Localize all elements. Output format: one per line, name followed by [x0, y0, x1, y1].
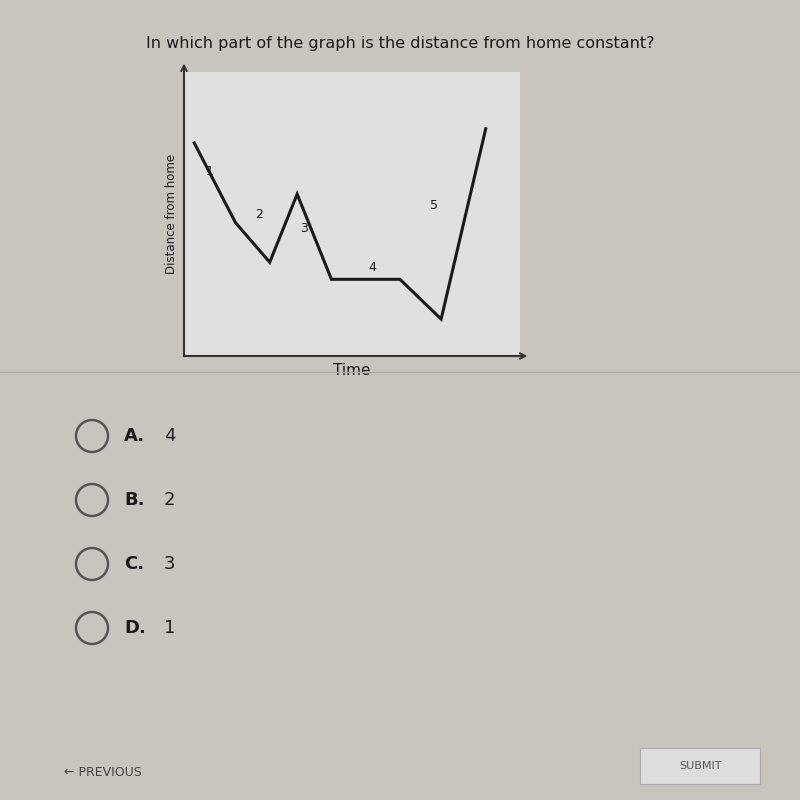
- Text: 3: 3: [300, 222, 308, 234]
- Text: 5: 5: [430, 199, 438, 212]
- Text: D.: D.: [124, 619, 146, 637]
- Text: 3: 3: [164, 555, 175, 573]
- X-axis label: Time: Time: [334, 363, 370, 378]
- Text: B.: B.: [124, 491, 145, 509]
- Text: 1: 1: [164, 619, 175, 637]
- Text: SUBMIT: SUBMIT: [678, 761, 722, 771]
- Text: 4: 4: [369, 262, 377, 274]
- Text: 4: 4: [164, 427, 175, 445]
- Text: C.: C.: [124, 555, 144, 573]
- Text: 2: 2: [164, 491, 175, 509]
- Y-axis label: Distance from home: Distance from home: [166, 154, 178, 274]
- Text: 2: 2: [255, 207, 263, 221]
- Text: ← PREVIOUS: ← PREVIOUS: [64, 766, 142, 778]
- Text: A.: A.: [124, 427, 145, 445]
- Text: 1: 1: [206, 165, 214, 178]
- Text: In which part of the graph is the distance from home constant?: In which part of the graph is the distan…: [146, 36, 654, 51]
